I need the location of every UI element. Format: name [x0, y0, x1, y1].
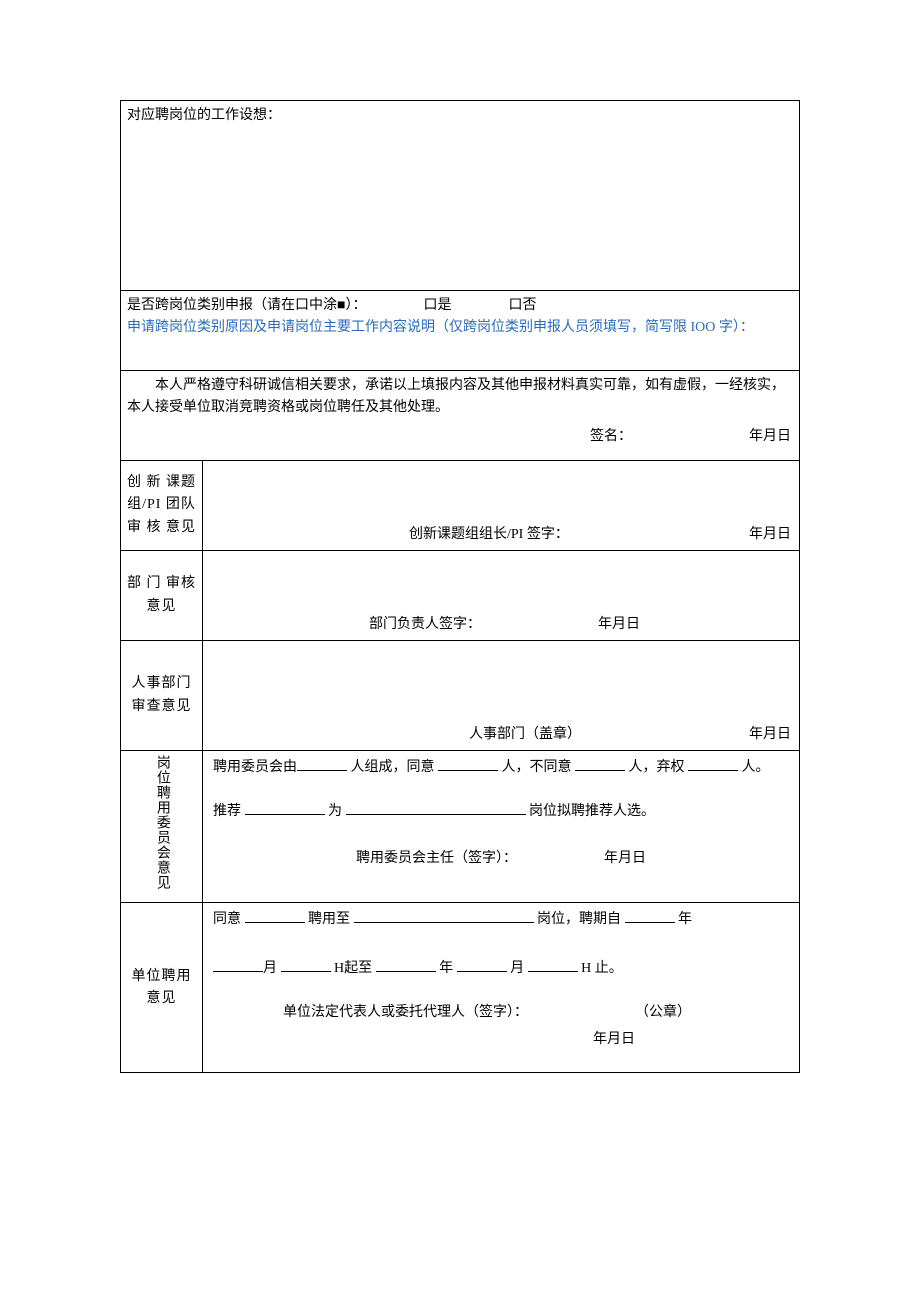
committee-line2: 推荐 为 岗位拟聘推荐人选。 — [213, 801, 789, 823]
committee-line1: 聘用委员会由 人组成，同意 人，不同意 人，弃权 人。 — [213, 757, 789, 779]
unit-sign: 单位法定代表人或委托代理人（签字）： — [283, 1005, 528, 1020]
cross-category-cell[interactable]: 是否跨岗位类别申报（请在口中涂■）： 口是 口否 申请跨岗位类别原因及申请岗位主… — [121, 291, 800, 371]
hr-content[interactable]: 人事部门（盖章） 年月日 — [203, 641, 800, 751]
declaration-sign-label: 签名： — [590, 429, 632, 444]
committee-date: 年月日 — [604, 851, 646, 866]
cross-question: 是否跨岗位类别申报（请在口中涂■）： — [127, 298, 366, 313]
unit-date: 年月日 — [593, 1032, 635, 1047]
declaration-date: 年月日 — [749, 429, 791, 444]
unit-line1: 同意 聘用至 岗位，聘期自 年 — [213, 909, 789, 931]
cross-note: 申请跨岗位类别原因及申请岗位主要工作内容说明（仅跨岗位类别申报人员须填写，简写限… — [127, 320, 754, 335]
unit-label: 单位聘用意见 — [121, 903, 203, 1073]
committee-sign: 聘用委员会主任（签字）： — [356, 851, 517, 866]
checkbox-no[interactable]: 口否 — [508, 298, 536, 313]
dept-label: 部 门 审核意见 — [121, 551, 203, 641]
innovation-label: 创 新 课题组/PI 团队 审 核 意见 — [121, 461, 203, 551]
innovation-date: 年月日 — [749, 527, 791, 542]
hr-sign: 人事部门（盖章） — [469, 724, 581, 746]
committee-content[interactable]: 聘用委员会由 人组成，同意 人，不同意 人，弃权 人。 推荐 为 岗位拟聘推荐人… — [203, 751, 800, 903]
committee-label: 岗位聘用委员会意见 — [121, 751, 203, 903]
checkbox-yes[interactable]: 口是 — [423, 298, 451, 313]
declaration-text: 本人严格遵守科研诚信相关要求，承诺以上填报内容及其他申报材料真实可靠，如有虚假，… — [127, 375, 793, 420]
unit-seal: （公章） — [635, 1005, 691, 1020]
innovation-content[interactable]: 创新课题组组长/PI 签字： 年月日 — [203, 461, 800, 551]
hr-date: 年月日 — [749, 727, 791, 742]
dept-date: 年月日 — [598, 617, 640, 632]
declaration-cell: 本人严格遵守科研诚信相关要求，承诺以上填报内容及其他申报材料真实可靠，如有虚假，… — [121, 371, 800, 461]
hr-label: 人事部门审查意见 — [121, 641, 203, 751]
unit-content[interactable]: 同意 聘用至 岗位，聘期自 年 月 H起至 年 月 H 止。 单位法定代表人或委… — [203, 903, 800, 1073]
dept-content[interactable]: 部门负责人签字： 年月日 — [203, 551, 800, 641]
innovation-sign: 创新课题组组长/PI 签字： — [409, 524, 569, 546]
unit-line2: 月 H起至 年 月 H 止。 — [213, 958, 789, 980]
work-plan-cell[interactable]: 对应聘岗位的工作设想： — [121, 101, 800, 291]
dept-sign: 部门负责人签字： — [369, 617, 481, 632]
form-table: 对应聘岗位的工作设想： 是否跨岗位类别申报（请在口中涂■）： 口是 口否 申请跨… — [120, 100, 800, 1073]
work-plan-title: 对应聘岗位的工作设想： — [127, 108, 281, 123]
